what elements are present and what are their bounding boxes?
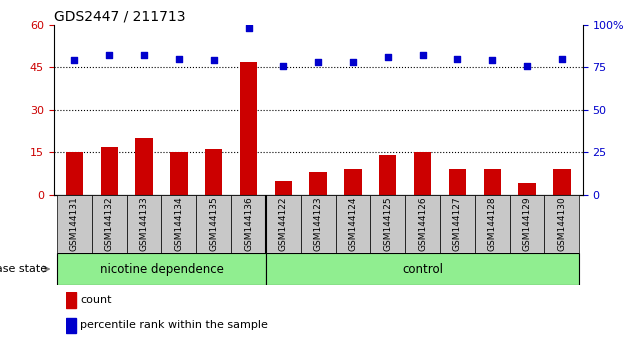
Point xyxy=(69,58,79,63)
Point xyxy=(557,56,567,62)
Bar xyxy=(379,155,396,195)
Bar xyxy=(510,195,544,253)
Bar xyxy=(57,253,266,285)
Text: GSM144134: GSM144134 xyxy=(175,196,183,251)
Text: GSM144136: GSM144136 xyxy=(244,196,253,251)
Point xyxy=(174,56,184,62)
Bar xyxy=(92,195,127,253)
Bar xyxy=(553,169,571,195)
Point xyxy=(104,52,114,58)
Text: GSM144124: GSM144124 xyxy=(348,197,357,251)
Bar xyxy=(440,195,475,253)
Bar xyxy=(370,195,405,253)
Text: GSM144125: GSM144125 xyxy=(383,196,392,251)
Text: control: control xyxy=(402,263,443,275)
Text: GSM144132: GSM144132 xyxy=(105,196,114,251)
Text: GDS2447 / 211713: GDS2447 / 211713 xyxy=(54,10,185,24)
Bar xyxy=(309,172,327,195)
Bar xyxy=(240,62,257,195)
Bar xyxy=(205,149,222,195)
Text: GSM144127: GSM144127 xyxy=(453,196,462,251)
Text: GSM144128: GSM144128 xyxy=(488,196,496,251)
Bar xyxy=(484,169,501,195)
Bar xyxy=(161,195,197,253)
Bar xyxy=(197,195,231,253)
Bar xyxy=(66,152,83,195)
Point xyxy=(313,59,323,65)
Bar xyxy=(518,183,536,195)
Text: percentile rank within the sample: percentile rank within the sample xyxy=(81,320,268,331)
Bar xyxy=(405,195,440,253)
Bar xyxy=(135,138,153,195)
Bar xyxy=(414,152,432,195)
Point xyxy=(209,58,219,63)
Point xyxy=(418,52,428,58)
Bar xyxy=(66,318,76,333)
Bar xyxy=(475,195,510,253)
Point xyxy=(243,25,253,31)
Bar xyxy=(544,195,579,253)
Bar xyxy=(336,195,370,253)
Bar xyxy=(127,195,161,253)
Text: disease state: disease state xyxy=(0,264,47,274)
Text: GSM144131: GSM144131 xyxy=(70,196,79,251)
Text: GSM144126: GSM144126 xyxy=(418,196,427,251)
Bar xyxy=(266,253,579,285)
Point xyxy=(487,58,497,63)
Bar xyxy=(66,292,76,308)
Text: count: count xyxy=(81,295,112,305)
Point xyxy=(522,63,532,68)
Bar xyxy=(301,195,336,253)
Text: GSM144123: GSM144123 xyxy=(314,196,323,251)
Text: GSM144130: GSM144130 xyxy=(558,196,566,251)
Bar xyxy=(275,181,292,195)
Point xyxy=(139,52,149,58)
Bar xyxy=(449,169,466,195)
Text: nicotine dependence: nicotine dependence xyxy=(100,263,224,275)
Bar xyxy=(170,152,188,195)
Bar xyxy=(266,195,301,253)
Text: GSM144133: GSM144133 xyxy=(140,196,149,251)
Text: GSM144129: GSM144129 xyxy=(522,196,532,251)
Bar xyxy=(101,147,118,195)
Point xyxy=(278,63,289,68)
Text: GSM144135: GSM144135 xyxy=(209,196,218,251)
Bar xyxy=(57,195,92,253)
Point xyxy=(383,54,393,60)
Text: GSM144122: GSM144122 xyxy=(279,197,288,251)
Point xyxy=(452,56,462,62)
Bar xyxy=(231,195,266,253)
Point xyxy=(348,59,358,65)
Bar xyxy=(344,169,362,195)
